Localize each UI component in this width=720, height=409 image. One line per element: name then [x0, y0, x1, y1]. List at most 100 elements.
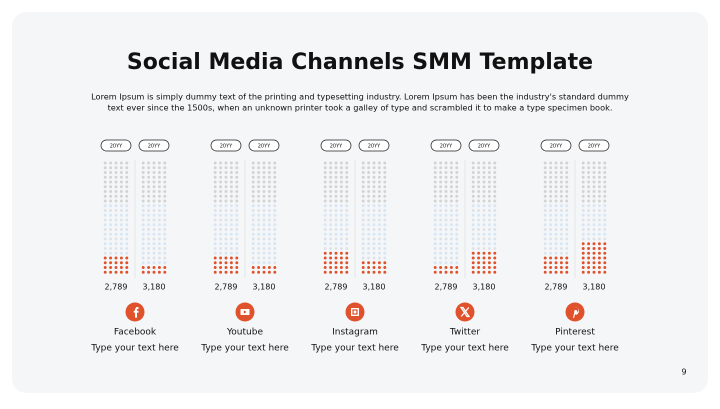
- dot: [433, 199, 437, 203]
- dot: [433, 256, 437, 260]
- dot: [141, 237, 145, 241]
- dot: [543, 185, 547, 189]
- dot: [114, 180, 118, 184]
- dot: [455, 266, 459, 269]
- dot: [493, 194, 497, 198]
- dot: [257, 256, 261, 260]
- dot: [477, 199, 481, 203]
- dot: [603, 199, 607, 203]
- dot: [559, 204, 563, 208]
- dot: [439, 180, 443, 184]
- dot: [141, 161, 145, 165]
- dot: [147, 232, 151, 236]
- dot: [487, 237, 491, 241]
- dot: [367, 256, 371, 260]
- dot: [152, 175, 156, 179]
- dot: [487, 232, 491, 236]
- dot: [323, 266, 327, 269]
- dot: [345, 199, 349, 203]
- dot: [152, 194, 156, 198]
- dot: [372, 161, 376, 165]
- dot: [345, 218, 349, 222]
- dot: [163, 175, 167, 179]
- dot: [549, 161, 553, 165]
- dot: [109, 213, 113, 217]
- dot: [587, 270, 591, 274]
- dot: [444, 194, 448, 198]
- dot: [251, 204, 255, 208]
- icon: [351, 308, 359, 316]
- dot-column: [251, 161, 277, 274]
- dot: [339, 247, 343, 250]
- dot: [433, 261, 437, 265]
- dot: [147, 228, 151, 231]
- dot: [267, 261, 271, 265]
- dot: [345, 166, 349, 170]
- dot: [114, 199, 118, 203]
- dot: [262, 204, 266, 208]
- dot: [482, 266, 486, 269]
- dot: [329, 256, 333, 260]
- dot: [229, 256, 233, 260]
- dot: [114, 242, 118, 246]
- dot: [592, 209, 596, 212]
- dot: [213, 266, 217, 269]
- dot: [433, 251, 437, 255]
- dot: [213, 171, 217, 174]
- dot: [267, 270, 271, 274]
- dot: [224, 270, 228, 274]
- dot: [213, 242, 217, 246]
- dot: [361, 270, 365, 274]
- dot: [383, 209, 387, 212]
- dot: [109, 161, 113, 165]
- dot: [471, 209, 475, 212]
- dot: [262, 209, 266, 212]
- dot: [471, 180, 475, 184]
- dot: [152, 180, 156, 184]
- dot: [125, 175, 129, 179]
- icon: [240, 309, 250, 315]
- dot: [262, 185, 266, 189]
- dot: [267, 175, 271, 179]
- dot: [213, 223, 217, 227]
- dot: [477, 256, 481, 260]
- dot: [449, 232, 453, 236]
- dot: [597, 194, 601, 198]
- channel-name: Pinterest: [555, 328, 595, 338]
- dot: [554, 247, 558, 250]
- dot: [339, 161, 343, 165]
- dot: [251, 166, 255, 170]
- dot: [587, 256, 591, 260]
- dot: [444, 251, 448, 255]
- dot: [554, 218, 558, 222]
- dot: [125, 161, 129, 165]
- dot: [251, 194, 255, 198]
- dot: [477, 204, 481, 208]
- dot: [444, 218, 448, 222]
- dot: [377, 161, 381, 165]
- dot: [267, 204, 271, 208]
- dot: [103, 175, 107, 179]
- icon-bg: [235, 302, 255, 322]
- dot: [213, 261, 217, 265]
- dot: [471, 161, 475, 165]
- dot: [262, 223, 266, 227]
- dot: [219, 209, 223, 212]
- icon: [573, 306, 579, 318]
- dot: [493, 232, 497, 236]
- dot: [554, 266, 558, 269]
- dot: [152, 161, 156, 165]
- dot: [224, 175, 228, 179]
- dot: [493, 237, 497, 241]
- dot: [114, 204, 118, 208]
- dot: [267, 228, 271, 231]
- dot: [383, 175, 387, 179]
- dot: [565, 223, 569, 227]
- dot: [152, 218, 156, 222]
- dot: [109, 237, 113, 241]
- dot: [114, 232, 118, 236]
- dot: [565, 213, 569, 217]
- icon: [133, 307, 139, 318]
- dot: [119, 266, 123, 269]
